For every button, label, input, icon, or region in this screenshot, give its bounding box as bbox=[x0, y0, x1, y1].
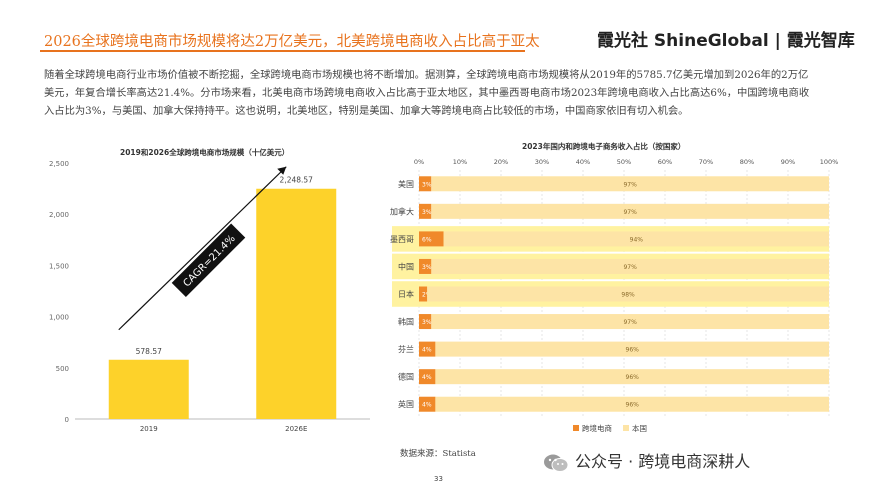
chart2-cross-border-label: 3% bbox=[422, 264, 432, 271]
chart2-category-label: 美国 bbox=[398, 179, 414, 189]
chart2-bar-domestic bbox=[435, 341, 829, 357]
chart2-row-highlight bbox=[392, 253, 829, 280]
chart2-legend-label: 本国 bbox=[632, 423, 647, 433]
chart2-bar-domestic bbox=[431, 314, 829, 330]
chart2-bar-cross-border bbox=[419, 314, 432, 330]
chart2-xtick-label: 90% bbox=[781, 158, 795, 166]
chart2-bar-cross-border bbox=[419, 203, 432, 219]
chart2-cross-border-label: 6% bbox=[422, 236, 432, 243]
wechat-icon bbox=[543, 453, 569, 473]
chart2-domestic-label: 96% bbox=[626, 402, 640, 409]
intro-paragraph: 随着全球跨境电商行业市场价值被不断挖掘，全球跨境电商市场规模也将不断增加。据测算… bbox=[44, 69, 810, 117]
chart1-cagr-arrow bbox=[118, 166, 287, 331]
chart1-category-label: 2019 bbox=[140, 425, 158, 433]
chart2-xtick-label: 40% bbox=[576, 158, 590, 166]
chart1-bar bbox=[256, 188, 337, 419]
chart1-ytick-label: 2,000 bbox=[49, 211, 69, 219]
chart2-domestic-label: 97% bbox=[623, 319, 637, 326]
chart2-cross-border-label: 3% bbox=[422, 209, 432, 216]
chart2-category-label: 中国 bbox=[398, 261, 414, 271]
chart2-category-label: 墨西哥 bbox=[390, 235, 414, 244]
chart2-bar-domestic bbox=[435, 396, 829, 412]
page-number: 33 bbox=[434, 475, 443, 483]
chart2-row-highlight bbox=[392, 281, 829, 307]
chart2-xtick-label: 100% bbox=[820, 158, 839, 166]
chart1-title: 2019和2026全球跨境电商市场规模（十亿美元） bbox=[120, 148, 290, 157]
data-source: 数据来源：Statista bbox=[400, 449, 476, 459]
chart2-domestic-label: 97% bbox=[623, 181, 637, 188]
chart2-bar-domestic bbox=[435, 369, 829, 385]
chart2-domestic-label: 97% bbox=[623, 209, 637, 216]
chart2-cross-border-label: 3% bbox=[422, 319, 432, 326]
chart2-xtick-label: 80% bbox=[740, 158, 754, 166]
chart2-category-label: 日本 bbox=[398, 289, 414, 299]
chart2-domestic-label: 96% bbox=[626, 347, 640, 354]
chart1-bar bbox=[108, 359, 189, 419]
chart2-bar-domestic bbox=[431, 258, 829, 274]
chart1-ytick-label: 0 bbox=[65, 416, 69, 424]
chart2-bar-cross-border bbox=[419, 231, 444, 247]
chart2-xtick-label: 0% bbox=[414, 158, 424, 166]
chart2-category-label: 芬兰 bbox=[398, 344, 414, 354]
chart1-cagr-label: CAGR=21.4% bbox=[181, 233, 237, 289]
chart2-cross-border-label: 4% bbox=[422, 402, 432, 409]
chart1-ytick-label: 2,500 bbox=[49, 160, 69, 168]
chart1-cagr-box bbox=[171, 223, 246, 298]
wechat-account: 公众号 · 跨境电商深耕人 bbox=[543, 448, 750, 473]
chart2-category-label: 德国 bbox=[398, 372, 414, 382]
chart2-xtick-label: 30% bbox=[535, 158, 549, 166]
chart2-title: 2023年国内和跨境电子商务收入占比（按国家） bbox=[522, 142, 686, 151]
chart2-category-label: 韩国 bbox=[398, 317, 414, 327]
chart2-xtick-label: 10% bbox=[453, 158, 467, 166]
chart2-bar-domestic bbox=[427, 286, 829, 302]
chart2-cross-border-label: 4% bbox=[422, 347, 432, 354]
chart2-xtick-label: 60% bbox=[658, 158, 672, 166]
page-title: 2026全球跨境电商市场规模将达2万亿美元，北美跨境电商收入占比高于亚太 bbox=[44, 34, 540, 50]
chart2-bar-cross-border bbox=[419, 369, 436, 385]
chart2-domestic-label: 96% bbox=[626, 374, 640, 381]
chart2-legend-label: 跨境电商 bbox=[582, 423, 612, 433]
chart2-xtick-label: 70% bbox=[699, 158, 713, 166]
chart2-bar-cross-border bbox=[419, 176, 432, 192]
chart2-bar-domestic bbox=[443, 231, 829, 247]
chart2-domestic-label: 97% bbox=[623, 264, 637, 271]
chart1-arrowhead bbox=[277, 166, 287, 175]
chart2-legend-swatch bbox=[623, 425, 629, 431]
chart1-cagr-badge: CAGR=21.4% bbox=[171, 223, 246, 298]
chart2-bar-cross-border bbox=[419, 258, 432, 274]
chart2-domestic-label: 98% bbox=[621, 292, 635, 299]
brand-logo: 霞光社 ShineGlobal | 霞光智库 bbox=[597, 31, 855, 51]
title-underline bbox=[40, 50, 525, 52]
chart2-cross-border-label: 2% bbox=[422, 292, 432, 299]
chart1-ytick-label: 1,500 bbox=[49, 262, 69, 270]
chart2-row-highlight bbox=[392, 226, 829, 252]
chart2-category-label: 加拿大 bbox=[390, 206, 414, 216]
chart2-xtick-label: 20% bbox=[494, 158, 508, 166]
chart2-bar-domestic bbox=[431, 203, 829, 219]
chart2-cross-border-label: 3% bbox=[422, 181, 432, 188]
chart2-bar-cross-border bbox=[419, 341, 436, 357]
chart2-category-label: 英国 bbox=[398, 399, 414, 409]
chart1-ytick-label: 500 bbox=[56, 365, 69, 373]
chart1-category-label: 2026E bbox=[285, 425, 307, 433]
chart2-bar-cross-border bbox=[419, 396, 436, 412]
chart2-cross-border-label: 4% bbox=[422, 374, 432, 381]
chart1-ytick-label: 1,000 bbox=[49, 314, 69, 322]
chart1-value-label: 578.57 bbox=[136, 347, 162, 356]
chart2-xtick-label: 50% bbox=[617, 158, 631, 166]
wechat-label: 公众号 · 跨境电商深耕人 bbox=[575, 452, 751, 471]
chart2-legend-swatch bbox=[573, 425, 579, 431]
chart2-domestic-label: 94% bbox=[630, 236, 644, 243]
chart2-bar-domestic bbox=[431, 176, 829, 192]
chart1-value-label: 2,248.57 bbox=[280, 176, 314, 185]
chart2-bar-cross-border bbox=[419, 286, 428, 302]
